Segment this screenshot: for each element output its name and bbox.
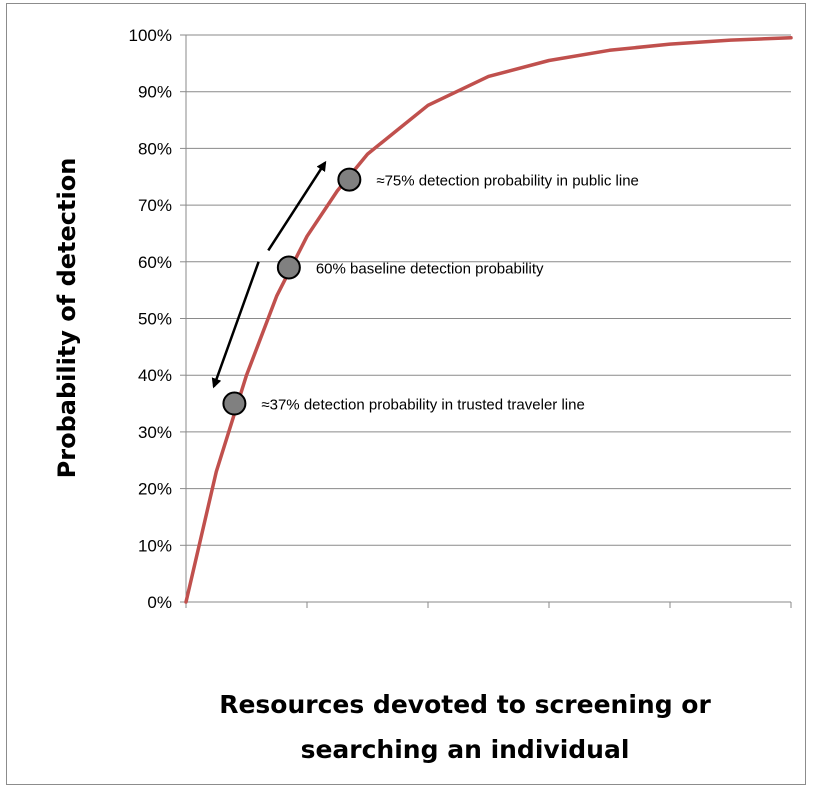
detection-probability-chart: 0% 10% 20% 30% 40% 50% 60% 70% 80% 90% 100% ≈37% d… [53,26,793,764]
y-tick-label: 10% [138,536,172,555]
axes [180,34,792,608]
x-axis-title-line-1: Resources devoted to screening or [219,690,711,719]
gridlines [186,34,791,546]
points-layer [222,167,362,416]
y-tick-label: 80% [138,139,172,158]
y-tick-label: 0% [147,593,172,612]
y-tick-label: 50% [138,310,172,329]
y-tick-labels: 0% 10% 20% 30% 40% 50% 60% 70% 80% 90% 100% [129,26,172,612]
data-point [276,255,301,280]
x-axis-title-line-2: searching an individual [301,735,630,764]
y-tick-label: 70% [138,196,172,215]
data-point [222,391,247,416]
point-annotation: ≈75% detection probability in public lin… [376,173,639,190]
point-annotation: 60% baseline detection probability [316,260,544,277]
point-annotation: ≈37% detection probability in trusted tr… [261,397,584,414]
series-layer [184,36,793,604]
chart-frame: 0% 10% 20% 30% 40% 50% 60% 70% 80% 90% 100% ≈37% d… [6,3,806,785]
arrow-up [267,160,327,252]
y-tick-label: 90% [138,83,172,102]
y-axis-title: Probability of detection [53,158,81,479]
y-tick-label: 30% [138,423,172,442]
y-tick-label: 100% [129,26,172,45]
arrow-down [211,261,260,389]
y-tick-label: 60% [138,253,172,272]
series-curve [184,36,793,604]
data-point [337,167,362,192]
y-tick-label: 40% [138,366,172,385]
annotations-layer: ≈37% detection probability in trusted tr… [261,173,639,414]
arrows-layer [211,160,327,389]
y-tick-label: 20% [138,480,172,499]
